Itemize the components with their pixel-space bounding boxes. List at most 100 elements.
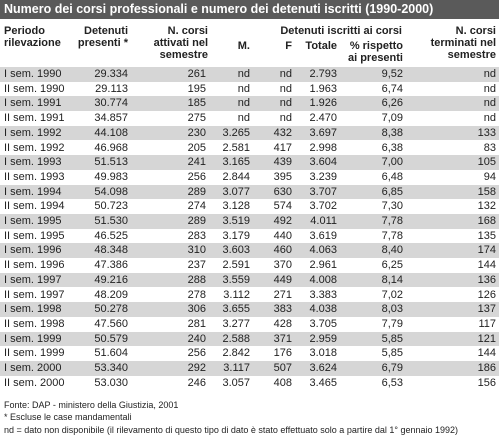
table-cell: 310 (187, 244, 206, 257)
table-row: I sem. 1996 48.348 310 3.603 460 4.063 8,40 174 (0, 243, 499, 259)
table-cell: 408 (273, 376, 292, 389)
table-row: I sem. 1997 49.216 288 3.559 449 4.008 8,14 136 (0, 272, 499, 288)
table-cell: 3.465 (309, 376, 337, 389)
header-group: Detenuti iscritti ai corsi (280, 25, 402, 37)
table-cell: 144 (477, 259, 496, 272)
table-cell: 370 (273, 259, 292, 272)
note: Fonte: DAP - ministero della Giustizia, … (4, 400, 179, 410)
table-cell: II sem. 1996 (4, 259, 65, 272)
table-cell: 29.113 (95, 82, 128, 95)
table-cell: 49.983 (94, 170, 128, 183)
table-cell: 289 (187, 185, 206, 198)
table-cell: I sem. 1991 (4, 97, 62, 110)
table-cell: 7,00 (381, 156, 403, 169)
table-cell: 2.961 (309, 259, 337, 272)
header: N. corsi attivati nel semestre (153, 25, 208, 61)
table-cell: 174 (477, 244, 496, 257)
table-cell: I sem. 1996 (4, 244, 62, 257)
table-cell: 3.624 (309, 362, 337, 374)
table-cell: 4.011 (310, 215, 337, 227)
table-row: I sem. 1993 51.513 241 3.165 439 3.604 7,00 105 (0, 155, 499, 170)
table-cell: 383 (273, 303, 292, 316)
table-cell: 3.165 (222, 156, 250, 169)
table-row: I sem. 1995 51.530 289 3.519 492 4.011 7,78 168 (0, 214, 499, 229)
table-cell: 195 (187, 82, 206, 95)
table-row: II sem. 1990 29.113 195 nd nd 1.963 6,74 nd (0, 82, 499, 97)
table-cell: 54.098 (94, 185, 128, 198)
table-cell: 7,79 (381, 317, 403, 330)
table-cell: 3.697 (309, 126, 337, 139)
header: Totale (305, 40, 337, 52)
table-cell: 3.559 (222, 273, 250, 286)
table-cell: 492 (273, 215, 292, 227)
table-cell: 156 (477, 376, 496, 389)
table-cell: 132 (477, 200, 496, 213)
table-cell: 2.581 (222, 141, 250, 154)
table-cell: 271 (273, 288, 292, 301)
table-cell: 428 (273, 317, 292, 330)
table-cell: 50.278 (94, 303, 128, 316)
table-cell: 274 (187, 200, 206, 213)
table-cell: I sem. 1995 (4, 215, 62, 227)
table-cell: 5,85 (381, 347, 403, 360)
table-cell: 395 (273, 170, 292, 183)
table-cell: 1.963 (309, 82, 337, 95)
table-cell: 507 (273, 362, 292, 374)
table-row: I sem. 1991 30.774 185 nd nd 1.926 6,26 nd (0, 96, 499, 112)
header: Detenuti presenti * (77, 25, 128, 49)
table-cell: 256 (187, 347, 206, 360)
header: F (285, 40, 292, 52)
table-cell: 5,85 (381, 332, 403, 345)
table-cell: 2.591 (222, 259, 250, 272)
table-cell: 94 (483, 170, 496, 183)
table-cell: 144 (477, 347, 496, 360)
table-cell: 3.077 (222, 185, 250, 198)
table-cell: 417 (273, 141, 292, 154)
table-cell: 205 (187, 141, 206, 154)
table-cell: 29.334 (94, 68, 128, 80)
table-cell: 105 (477, 156, 496, 169)
table-cell: 574 (273, 200, 292, 213)
table-cell: 4.038 (309, 303, 337, 316)
table-cell: 281 (187, 317, 206, 330)
table-cell: 2.842 (222, 347, 250, 360)
table-cell: 9,52 (381, 68, 403, 80)
table-cell: nd (237, 112, 250, 125)
table-cell: 306 (187, 303, 206, 316)
table-cell: 3.655 (222, 303, 250, 316)
table-cell: II sem. 1997 (4, 288, 65, 301)
table-cell: 51.530 (94, 215, 128, 227)
table-cell: 7,09 (381, 112, 403, 125)
table-cell: 288 (187, 273, 206, 286)
table-cell: II sem. 1994 (4, 200, 65, 213)
table-cell: 51.604 (94, 347, 128, 360)
table-cell: 261 (187, 68, 206, 80)
table-cell: 176 (273, 347, 292, 360)
table-cell: 7,02 (381, 288, 403, 301)
table-row: I sem. 1990 29.334 261 nd nd 2.793 9,52 nd (0, 67, 499, 82)
table-cell: 7,30 (381, 200, 403, 213)
table-cell: 289 (187, 215, 206, 227)
table-row: I sem. 1992 44.108 230 3.265 432 3.697 8,38 133 (0, 125, 499, 141)
table-row: II sem. 1991 34.857 275 nd nd 2.470 7,09 nd (0, 111, 499, 126)
note: * Escluse le case mandamentali (4, 412, 132, 422)
table-cell: 8,38 (381, 126, 403, 139)
table-cell: 237 (187, 259, 206, 272)
table-cell: I sem. 1994 (4, 185, 62, 198)
table-cell: 4.063 (309, 244, 337, 257)
table-cell: 53.340 (94, 362, 128, 374)
table-cell: I sem. 1999 (4, 332, 62, 345)
table-cell: I sem. 1997 (4, 273, 62, 286)
table-cell: 230 (187, 126, 206, 139)
table-cell: 121 (477, 332, 496, 345)
table-cell: 283 (187, 229, 206, 242)
table-cell: I sem. 1990 (4, 68, 62, 80)
table-cell: 1.926 (309, 97, 337, 110)
table-cell: nd (237, 68, 250, 80)
table-cell: nd (279, 68, 292, 80)
table-cell: nd (483, 82, 496, 95)
table-cell: 292 (187, 362, 206, 374)
table-cell: 371 (273, 332, 292, 345)
table-cell: 2.959 (309, 332, 337, 345)
table-cell: 47.386 (94, 259, 128, 272)
